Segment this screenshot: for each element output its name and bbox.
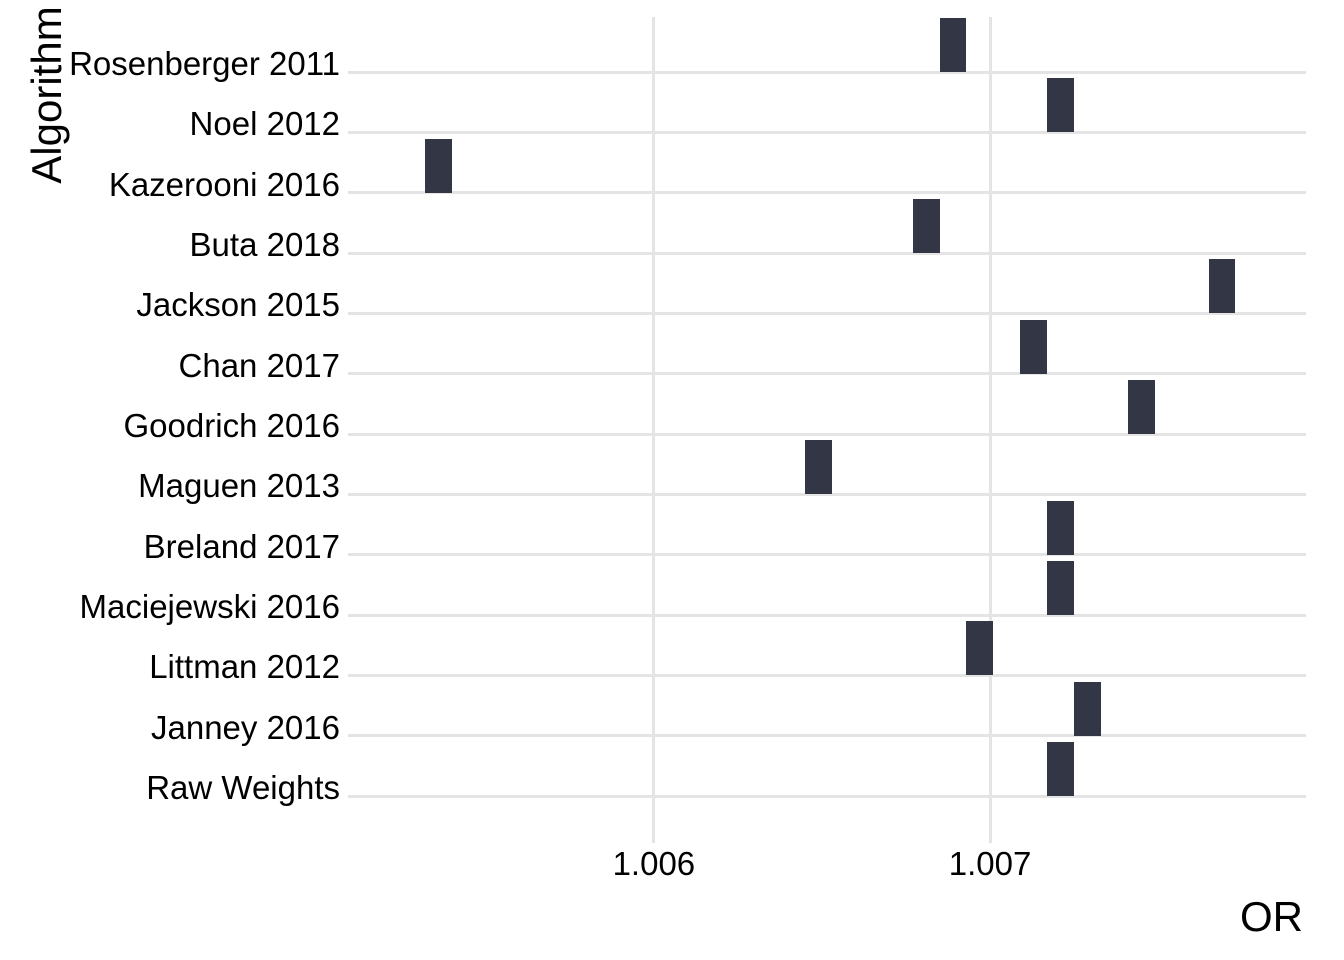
gridline-horizontal [348,553,1306,557]
gridline-horizontal [348,70,1306,74]
x-tick-label: 1.007 [948,845,1032,882]
category-label: Breland 2017 [143,527,340,565]
category-label: Raw Weights [146,769,340,806]
category-label: Maciejewski 2016 [79,588,340,625]
category-label: Chan 2017 [178,346,340,384]
category-label: Buta 2018 [189,226,340,263]
or-bar [805,440,833,495]
gridline-horizontal [348,311,1306,315]
or-bar [1020,319,1048,374]
or-bar [425,138,453,193]
category-label: Maguen 2013 [138,467,340,505]
x-tick-label: 1.006 [612,845,696,882]
or-bar [1047,500,1075,555]
x-axis-title: OR [1240,893,1303,940]
gridline-horizontal [348,251,1306,255]
gridline-horizontal [348,191,1306,195]
category-label: Rosenberger 2011 [69,45,340,82]
gridline-horizontal [348,130,1306,134]
category-label: Janney 2016 [151,708,340,746]
gridline-horizontal [348,613,1306,617]
gridline-horizontal [348,673,1306,677]
or-bar [1047,78,1075,133]
or-bar [1208,259,1236,314]
or-bar [966,621,994,676]
gridline-horizontal [348,372,1306,376]
gridline-horizontal [348,794,1306,798]
or-bar [1047,561,1075,615]
or-bar [912,199,940,253]
gridline-horizontal [348,492,1306,496]
or-bar [1127,380,1155,434]
or-bar [939,18,967,72]
category-label: Noel 2012 [189,105,340,143]
gridline-horizontal [348,734,1306,738]
gridline-vertical [652,17,656,843]
or-bar [1074,681,1101,736]
or-bar [1047,742,1075,796]
gridline-vertical [988,17,992,843]
gridline-horizontal [348,432,1306,436]
category-label: Goodrich 2016 [123,407,340,444]
category-label: Jackson 2015 [136,286,340,324]
category-label: Littman 2012 [149,648,340,686]
category-label: Kazerooni 2016 [108,165,340,203]
